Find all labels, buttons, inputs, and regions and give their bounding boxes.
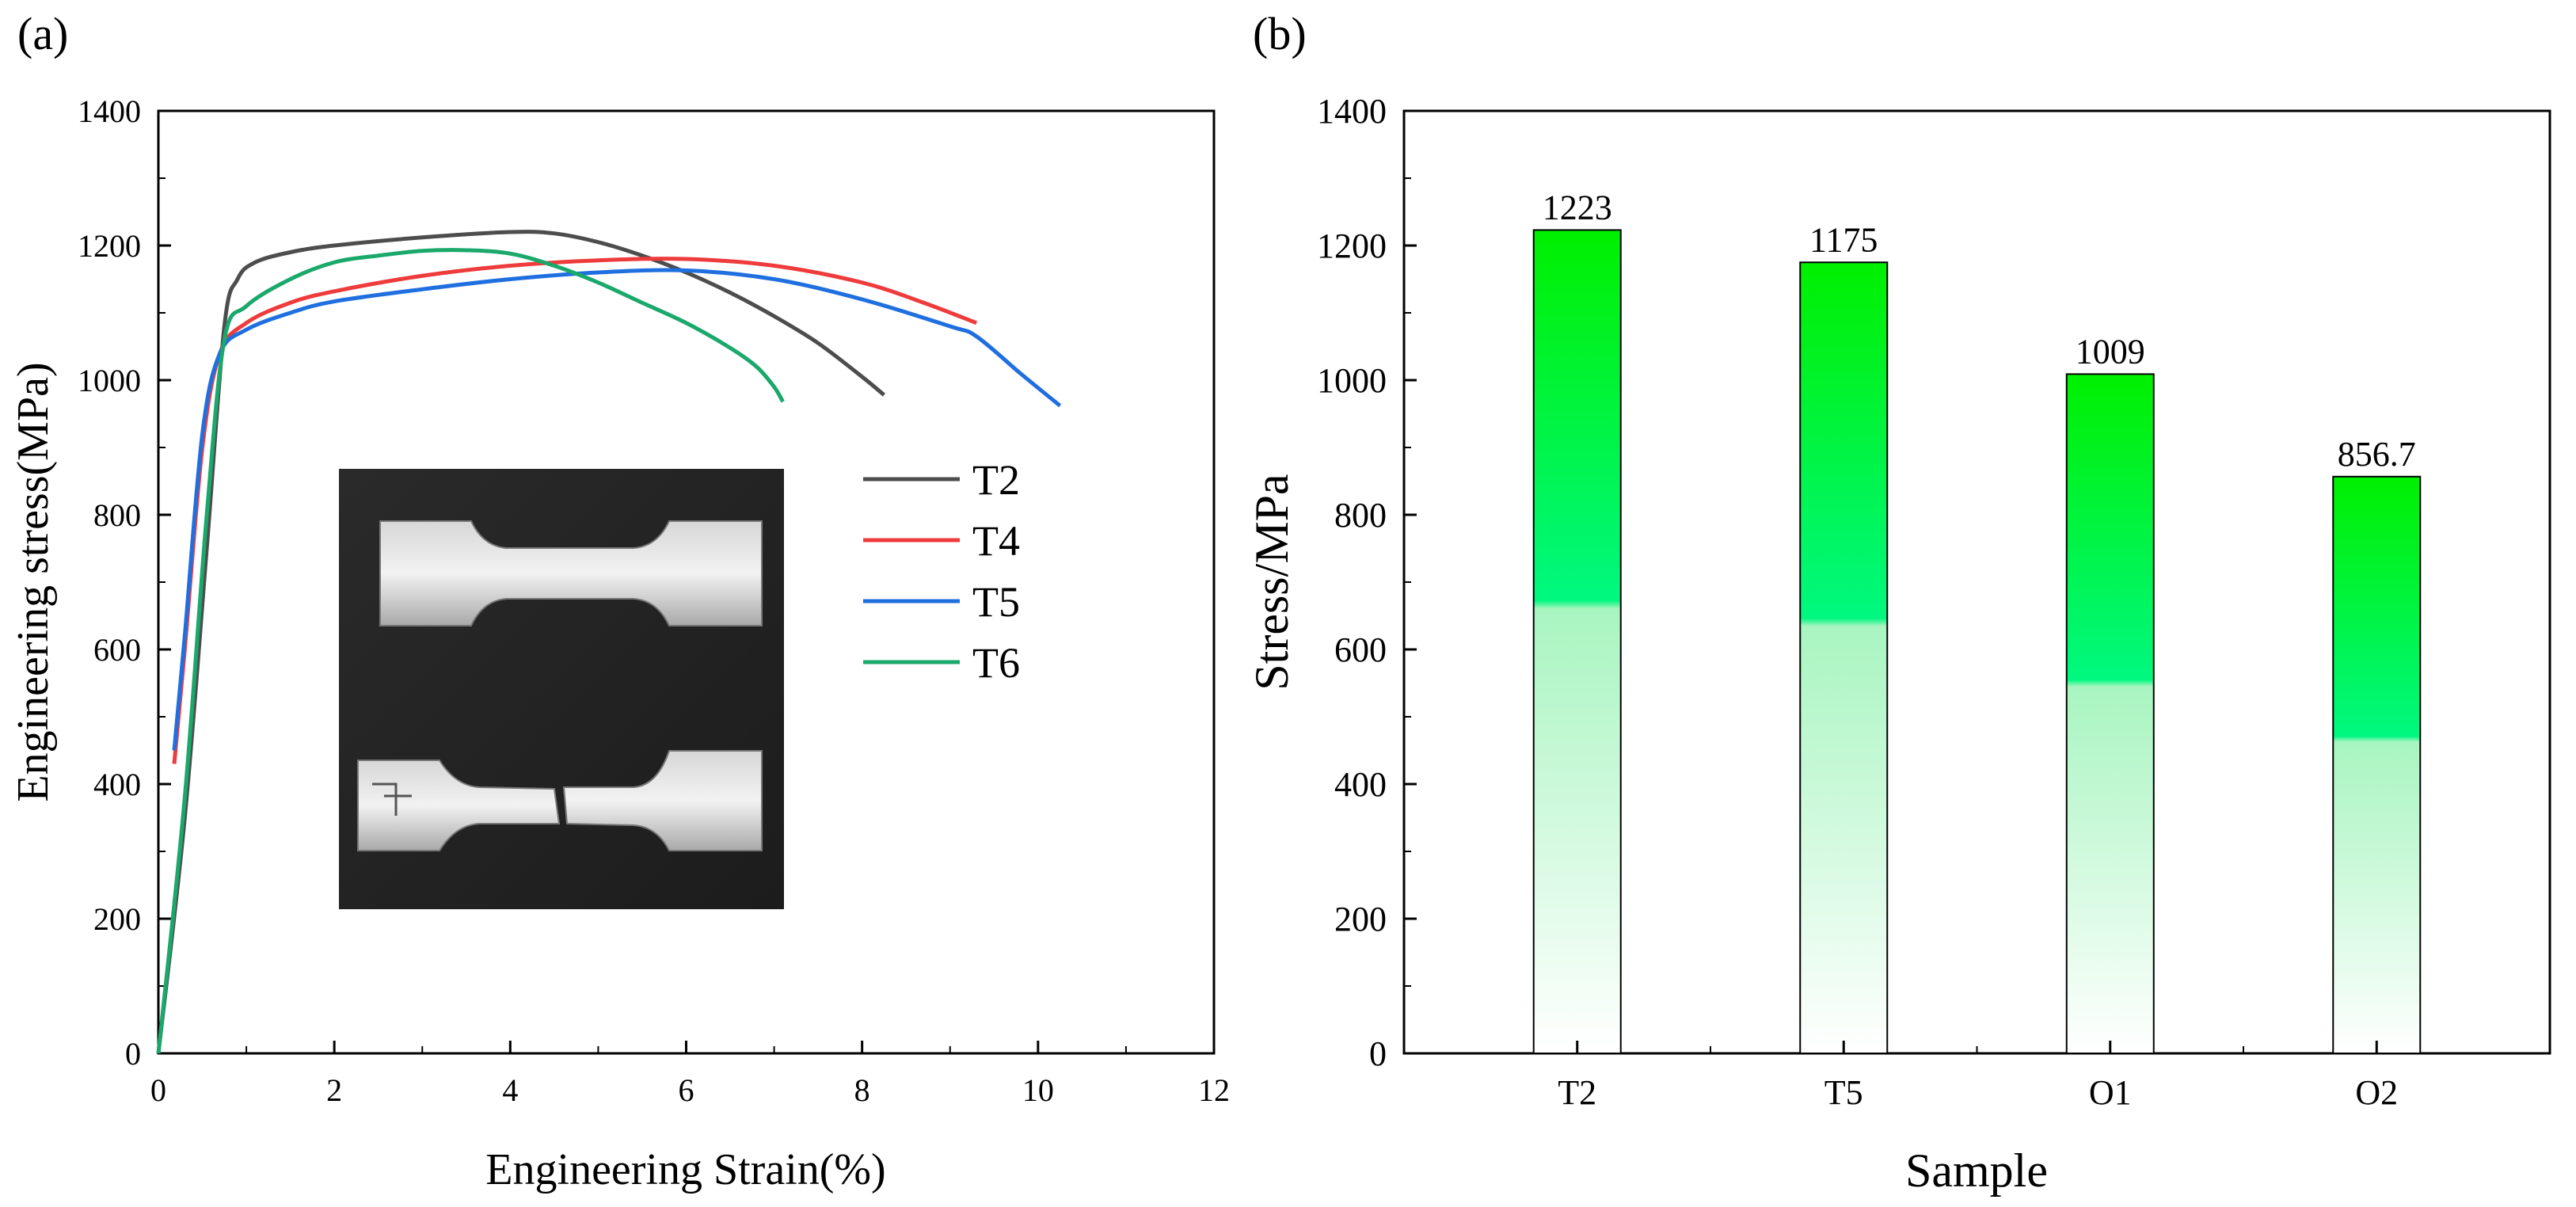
bar-value-label: 1223: [1543, 188, 1612, 227]
x-tick-label: 4: [502, 1072, 518, 1108]
y-tick-label: 1200: [1317, 227, 1387, 265]
x-tick-label: O1: [2089, 1073, 2132, 1112]
legend-label-T4: T4: [972, 517, 1020, 565]
chart-a-series-lines: [156, 230, 1062, 1054]
legend-label-T6: T6: [972, 639, 1020, 687]
chart-b-y-axis-label: Stress/MPa: [1246, 474, 1298, 690]
y-tick-label: 1200: [78, 228, 141, 264]
y-tick-label: 1400: [78, 93, 141, 129]
chart-b-x-axis-label: Sample: [1905, 1144, 2048, 1197]
bar-value-label: 856.7: [2338, 435, 2416, 474]
x-tick-label: 2: [326, 1072, 342, 1108]
y-tick-label: 800: [1334, 496, 1387, 535]
chart-b-bars: 1223 1175 1009 856.7: [1532, 188, 2422, 1055]
chart-a-legend: T2 T4 T5 T6: [863, 456, 1020, 687]
y-tick-label: 1000: [1317, 361, 1387, 400]
legend-label-T5: T5: [972, 578, 1020, 626]
series-line-T2: [156, 230, 886, 1054]
tensile-strength-bar-chart: 1223 1175 1009 856.7 T2 T5 O1 O2 0 200 400 600 800 1…: [1246, 92, 2551, 1197]
bar-O2: [2332, 475, 2422, 1054]
chart-a-x-axis-label: Engineering Strain(%): [485, 1145, 885, 1194]
y-tick-label: 0: [1369, 1034, 1387, 1073]
chart-a-y-axis-label: Engineering stress(MPa): [9, 362, 58, 801]
legend-label-T2: T2: [972, 456, 1020, 504]
y-tick-label: 800: [93, 497, 141, 533]
panel-b-label: (b): [1253, 8, 1307, 59]
y-tick-label: 600: [93, 632, 141, 668]
x-tick-label: 8: [854, 1072, 870, 1108]
y-tick-label: 200: [1334, 900, 1387, 939]
intact-specimen: [379, 520, 763, 626]
x-tick-label: 0: [150, 1072, 166, 1108]
bar-value-label: 1175: [1809, 220, 1878, 259]
bar-O1: [2065, 373, 2155, 1055]
series-line-T5: [172, 268, 1062, 751]
y-tick-label: 600: [1334, 630, 1387, 669]
series-line-T6: [156, 248, 785, 1054]
bar-T2: [1532, 229, 1622, 1055]
fractured-specimen-left: [357, 760, 561, 851]
x-tick-label: 6: [679, 1072, 694, 1108]
y-tick-label: 1000: [78, 363, 141, 398]
bar-T5: [1799, 261, 1889, 1054]
chart-b-ticks: T2 T5 O1 O2 0 200 400 600 800 1000 1200 1400: [1317, 92, 2398, 1112]
x-tick-label: T2: [1558, 1073, 1596, 1112]
y-tick-label: 200: [93, 901, 141, 937]
fractured-specimen-right: [562, 750, 763, 851]
y-tick-label: 0: [125, 1036, 141, 1072]
y-tick-label: 1400: [1317, 92, 1387, 131]
x-tick-label: 10: [1022, 1072, 1054, 1108]
x-tick-label: T5: [1825, 1073, 1863, 1112]
specimen-marking: [372, 782, 412, 816]
panel-a-label: (a): [17, 8, 68, 59]
bar-value-label: 1009: [2076, 332, 2145, 371]
y-tick-label: 400: [93, 767, 141, 802]
chart-a-ticks: 0 2 4 6 8 10 12 0 200 400 600 800 1000 1200 1400: [78, 93, 1230, 1108]
specimen-photo: [339, 469, 784, 909]
x-tick-label: O2: [2355, 1073, 2398, 1112]
x-tick-label: 12: [1198, 1072, 1230, 1108]
y-tick-label: 400: [1334, 765, 1387, 804]
